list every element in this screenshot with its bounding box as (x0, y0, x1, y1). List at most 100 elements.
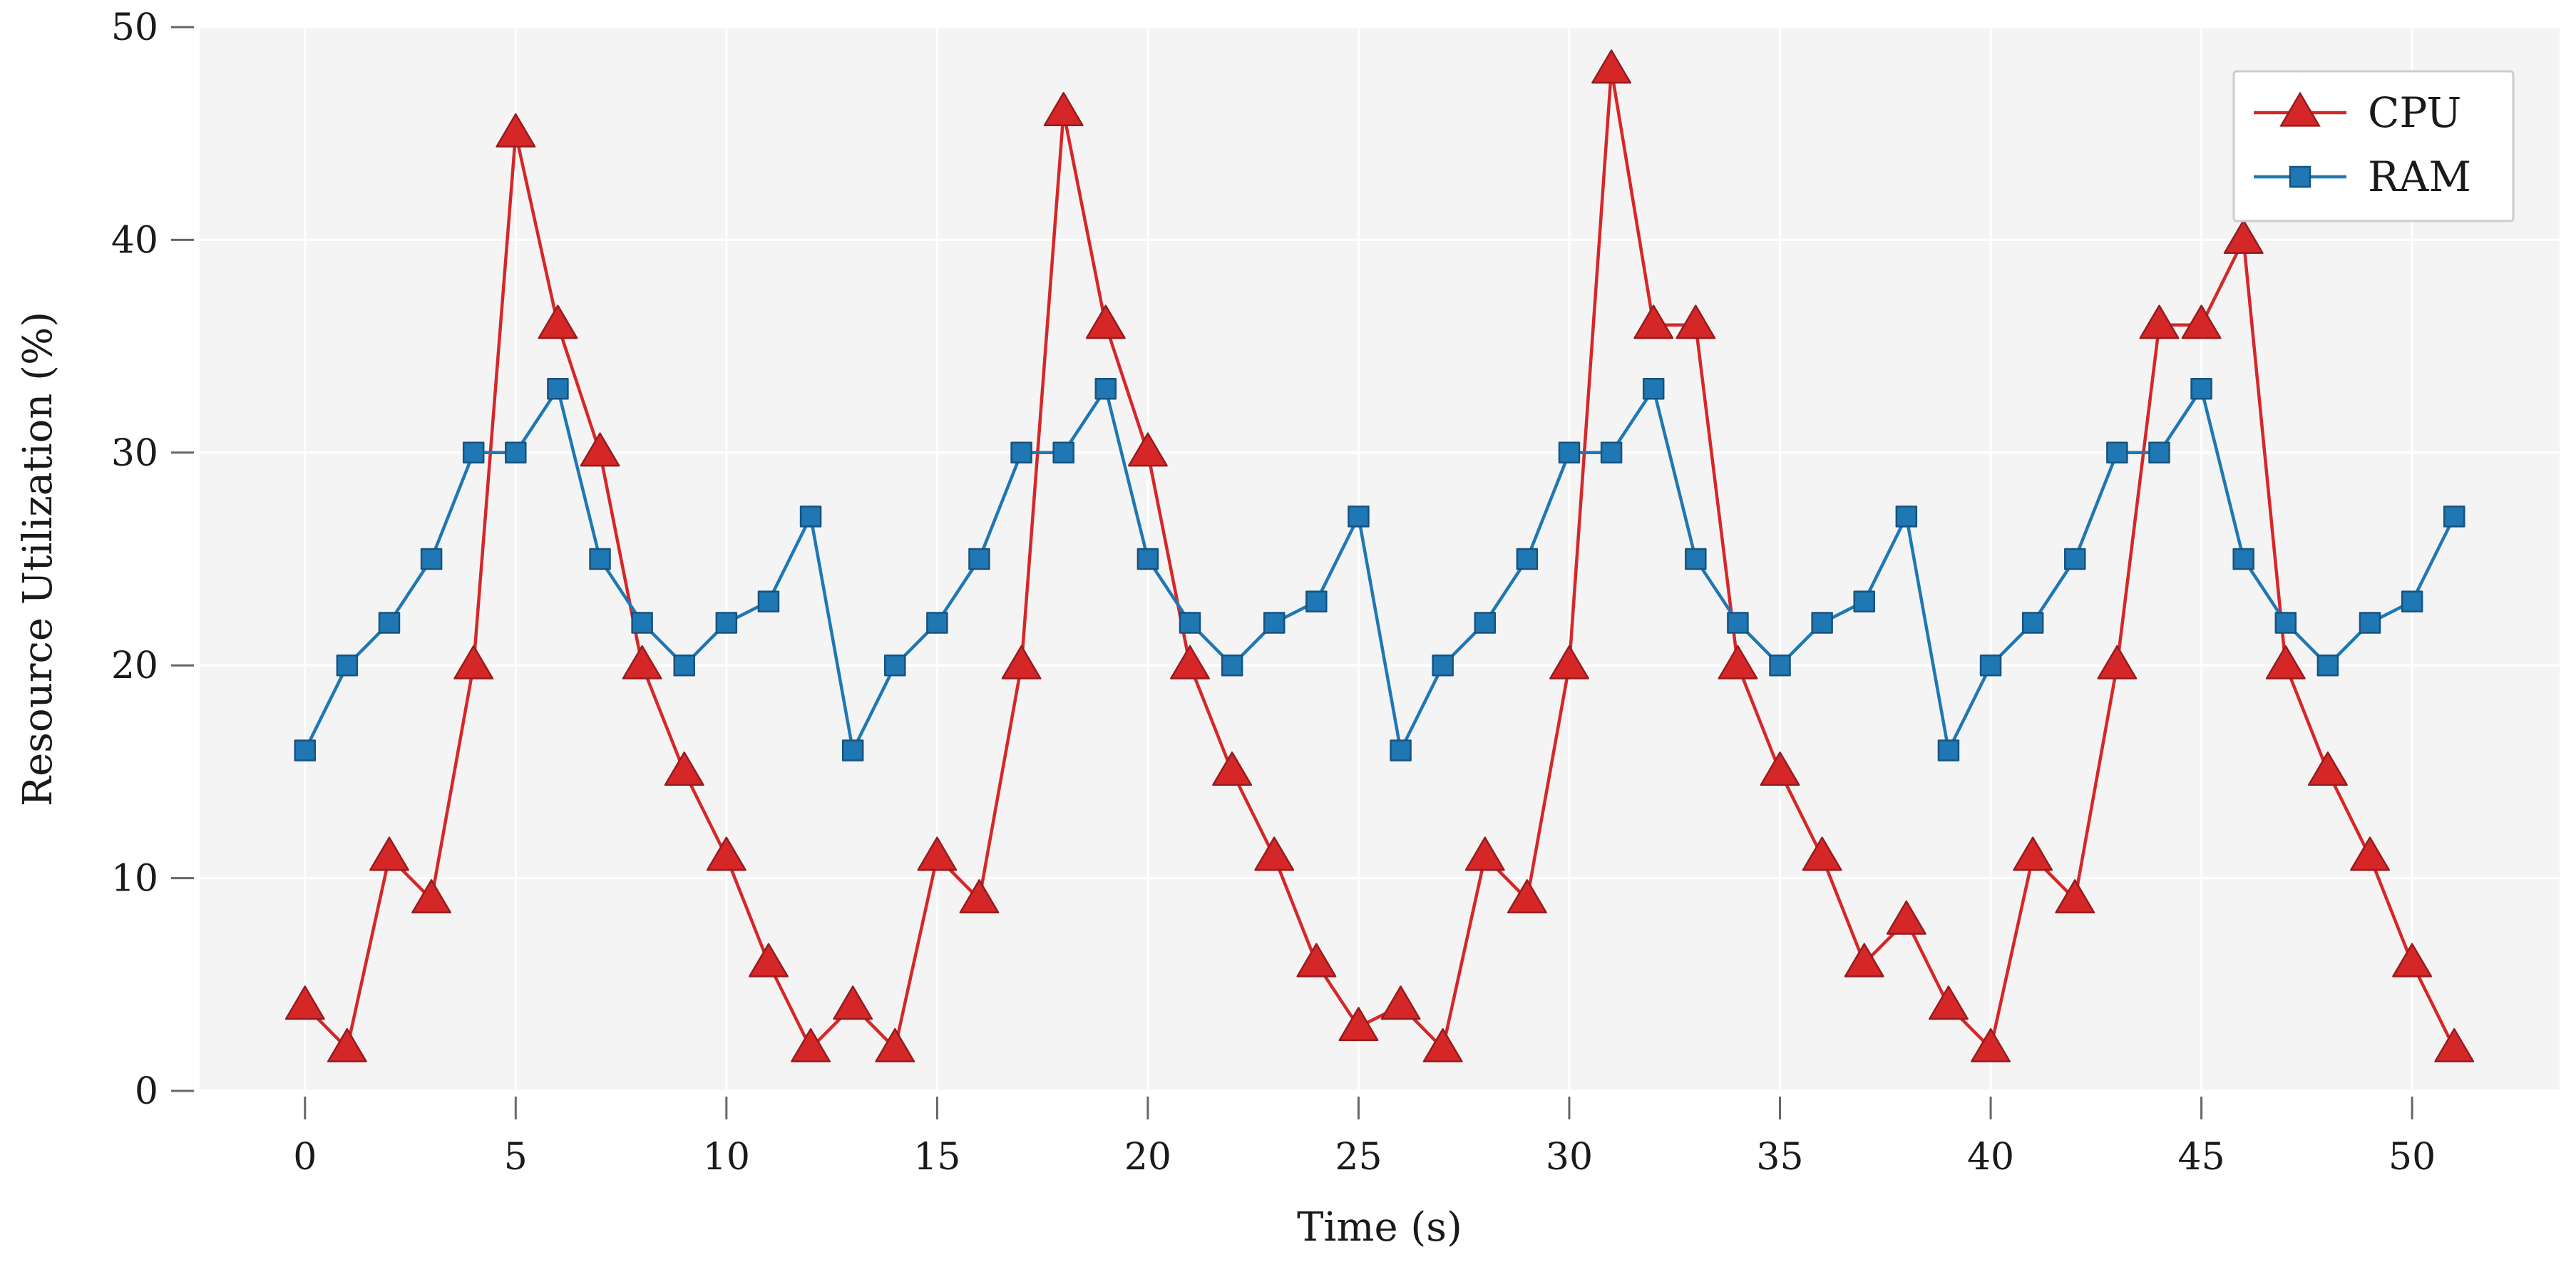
data-point-ram (1179, 612, 1201, 634)
data-point-cpu (1464, 836, 1505, 871)
x-tick-label: 20 (1124, 1136, 1171, 1179)
data-point-cpu (327, 1027, 367, 1062)
x-tick-label: 30 (1546, 1136, 1593, 1179)
data-point-ram (1094, 378, 1117, 400)
data-point-cpu (1886, 900, 1926, 935)
data-point-cpu (2013, 836, 2053, 871)
data-point-ram (1348, 506, 1370, 528)
data-point-ram (841, 739, 864, 761)
data-point-cpu (2350, 836, 2390, 871)
legend-item-cpu: CPU (2254, 88, 2461, 137)
y-tick-label: 0 (135, 1070, 158, 1113)
y-tick-label: 10 (111, 858, 158, 901)
grid (200, 26, 2560, 1092)
data-point-cpu (2307, 752, 2348, 786)
data-point-cpu (1043, 92, 1084, 126)
data-point-ram (2401, 590, 2423, 612)
data-point-ram (1853, 590, 1875, 612)
data-point-ram (336, 654, 359, 677)
legend-ram-marker (2289, 165, 2311, 188)
data-point-cpu (959, 879, 1000, 914)
data-point-ram (378, 612, 401, 634)
data-point-ram (1727, 612, 1749, 634)
data-point-ram (505, 441, 527, 464)
data-point-ram (1937, 739, 1960, 761)
data-point-cpu (833, 985, 873, 1020)
data-point-cpu (1718, 645, 1758, 679)
data-point-ram (1263, 612, 1286, 634)
data-point-ram (673, 654, 695, 677)
data-point-cpu (1422, 1027, 1463, 1062)
data-point-ram (2359, 612, 2381, 634)
x-tick-label: 25 (1335, 1136, 1382, 1179)
x-tick-label: 5 (504, 1136, 528, 1179)
x-tick-label: 35 (1756, 1136, 1803, 1179)
data-point-ram (1769, 654, 1791, 677)
legend: CPU RAM (2232, 70, 2515, 222)
data-point-cpu (1212, 752, 1253, 786)
series-line-cpu (304, 68, 2456, 1050)
x-tick-label: 50 (2388, 1136, 2436, 1179)
data-point-ram (1811, 612, 1833, 634)
data-point-cpu (664, 752, 704, 786)
data-point-cpu (1676, 304, 1716, 339)
data-point-ram (631, 612, 653, 634)
data-point-cpu (1085, 304, 1126, 339)
x-tick-label: 0 (293, 1136, 317, 1179)
data-point-ram (420, 548, 443, 570)
data-point-cpu (1760, 752, 1800, 786)
data-point-ram (462, 441, 485, 464)
data-point-ram (2190, 378, 2212, 400)
data-point-ram (1052, 441, 1074, 464)
data-point-cpu (2055, 879, 2095, 914)
data-point-ram (799, 506, 822, 528)
data-point-cpu (1971, 1027, 2011, 1062)
data-point-cpu (1127, 432, 1168, 467)
data-point-ram (1432, 654, 1454, 677)
data-point-ram (1390, 739, 1412, 761)
data-point-ram (1895, 506, 1918, 528)
data-point-cpu (1507, 879, 1547, 914)
data-point-cpu (453, 645, 494, 679)
data-point-cpu (2097, 645, 2138, 679)
data-point-ram (2021, 612, 2044, 634)
data-point-ram (968, 548, 990, 570)
data-point-cpu (706, 836, 746, 871)
data-point-cpu (749, 943, 789, 978)
data-point-cpu (1844, 943, 1884, 978)
series-layer (284, 49, 2475, 1062)
data-point-cpu (1001, 645, 1042, 679)
data-point-ram (1474, 612, 1497, 634)
data-point-cpu (1549, 645, 1589, 679)
data-point-ram (589, 548, 611, 570)
x-tick-label: 45 (2178, 1136, 2225, 1179)
data-point-cpu (917, 836, 958, 871)
x-tick-label: 40 (1967, 1136, 2014, 1179)
data-point-ram (1516, 548, 1539, 570)
legend-cpu-marker (2279, 91, 2321, 127)
legend-cpu-label: CPU (2368, 88, 2461, 137)
data-point-cpu (580, 432, 620, 467)
y-tick-label: 40 (111, 219, 158, 262)
data-point-ram (1979, 654, 2002, 677)
x-tick-label: 15 (913, 1136, 960, 1179)
data-point-cpu (1591, 49, 1632, 84)
data-point-cpu (1380, 985, 1421, 1020)
data-point-ram (2274, 612, 2297, 634)
data-point-cpu (1802, 836, 1842, 871)
data-point-cpu (496, 113, 536, 148)
x-tick-label: 10 (703, 1136, 750, 1179)
data-point-ram (547, 378, 569, 400)
data-point-cpu (875, 1027, 915, 1062)
data-point-cpu (2434, 1027, 2475, 1062)
data-point-ram (1685, 548, 1707, 570)
data-point-cpu (622, 645, 662, 679)
y-tick-label: 20 (111, 645, 158, 687)
data-point-ram (2443, 506, 2465, 528)
data-point-cpu (791, 1027, 831, 1062)
data-point-cpu (2181, 304, 2222, 339)
data-point-ram (1010, 441, 1032, 464)
data-point-cpu (2223, 220, 2264, 255)
data-point-ram (1305, 590, 1328, 612)
data-point-cpu (1338, 1007, 1379, 1042)
